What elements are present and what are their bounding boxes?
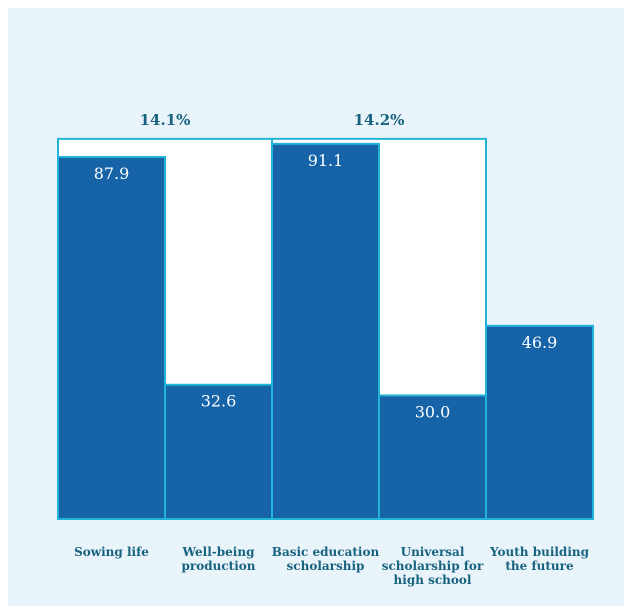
category-label-2: Well-being production: [182, 545, 256, 573]
value-label-2: 32.6: [201, 392, 237, 411]
bar-3: [271, 142, 380, 520]
bar-2: [164, 383, 273, 520]
category-label-3: Basic education scholarship: [272, 545, 380, 573]
bar-5: [485, 324, 594, 520]
category-label-line: Basic education: [272, 545, 380, 559]
value-label-3: 91.1: [308, 151, 344, 170]
category-label-line: high school: [394, 573, 472, 587]
bar-4: [378, 394, 487, 520]
bar-1: [57, 156, 166, 520]
category-label-line: scholarship: [287, 559, 365, 573]
category-label-line: Youth building: [489, 545, 590, 559]
value-label-5: 46.9: [522, 333, 558, 352]
group-annotation-1: 14.1%: [140, 111, 191, 129]
category-label-4: Universal scholarship for high school: [382, 545, 484, 587]
category-label-5: Youth building the future: [489, 545, 590, 573]
category-label-line: the future: [505, 559, 574, 573]
value-label-1: 87.9: [94, 164, 130, 183]
category-label-line: Well-being: [182, 545, 256, 559]
value-label-4: 30.0: [415, 402, 451, 421]
category-label-line: Universal: [401, 545, 465, 559]
category-label-line: production: [182, 559, 256, 573]
group-annotation-2: 14.2%: [354, 111, 405, 129]
category-label-line: Sowing life: [74, 545, 149, 559]
category-label-1: Sowing life: [74, 545, 149, 559]
category-label-line: scholarship for: [382, 559, 484, 573]
